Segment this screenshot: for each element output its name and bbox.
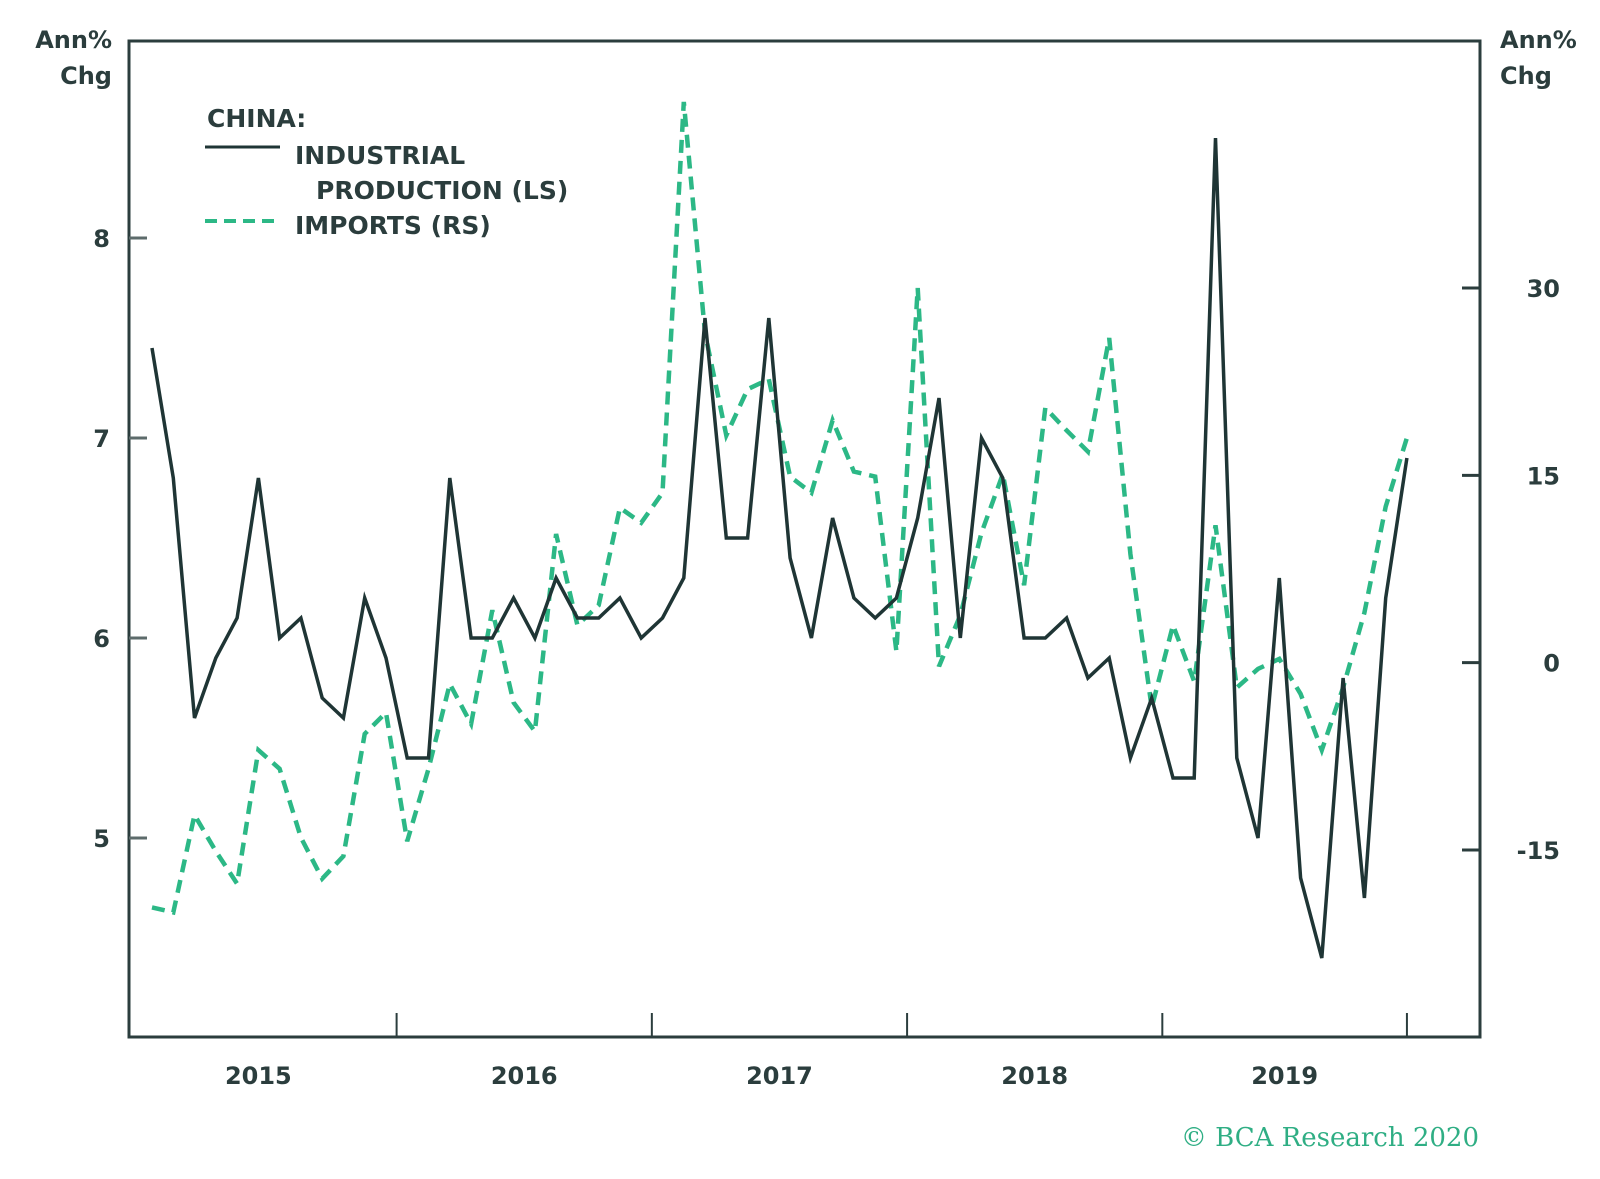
- left-axis-label-line1: Ann%: [35, 26, 112, 54]
- right-tick-label: -15: [1517, 837, 1560, 865]
- right-tick-label: 0: [1543, 650, 1560, 678]
- legend-label-ip-line1: INDUSTRIAL: [295, 141, 465, 170]
- left-axis-label-line2: Chg: [60, 62, 112, 90]
- left-axis: 8 7 6 5: [93, 225, 147, 853]
- x-tick-label: 2019: [1251, 1062, 1318, 1090]
- right-tick-label: 15: [1527, 462, 1560, 490]
- plot-frame: [127, 39, 1482, 1039]
- x-tick-label: 2015: [225, 1062, 292, 1090]
- x-axis: 2015 2016 2017 2018 2019: [225, 1013, 1408, 1090]
- credit: © BCA Research 2020: [1181, 1123, 1479, 1153]
- series-line-industrial-production: [150, 137, 1409, 959]
- right-axis: 30 15 0 -15: [1462, 275, 1560, 865]
- right-tick-label: 30: [1527, 275, 1560, 303]
- right-axis-label-line1: Ann%: [1500, 26, 1577, 54]
- legend-label-imports: IMPORTS (RS): [295, 211, 491, 240]
- x-tick-label: 2016: [491, 1062, 558, 1090]
- legend: CHINA: INDUSTRIAL PRODUCTION (LS) IMPORT…: [205, 104, 568, 240]
- right-axis-label-line2: Chg: [1500, 62, 1552, 90]
- legend-heading: CHINA:: [207, 104, 306, 133]
- left-tick-label: 8: [93, 225, 110, 253]
- x-tick-label: 2018: [1001, 1062, 1068, 1090]
- legend-label-ip-line2: PRODUCTION (LS): [316, 176, 568, 205]
- series-layer: [150, 101, 1410, 959]
- left-tick-label: 6: [93, 625, 110, 653]
- left-tick-label: 7: [93, 425, 110, 453]
- left-tick-label: 5: [93, 825, 110, 853]
- x-tick-label: 2017: [746, 1062, 813, 1090]
